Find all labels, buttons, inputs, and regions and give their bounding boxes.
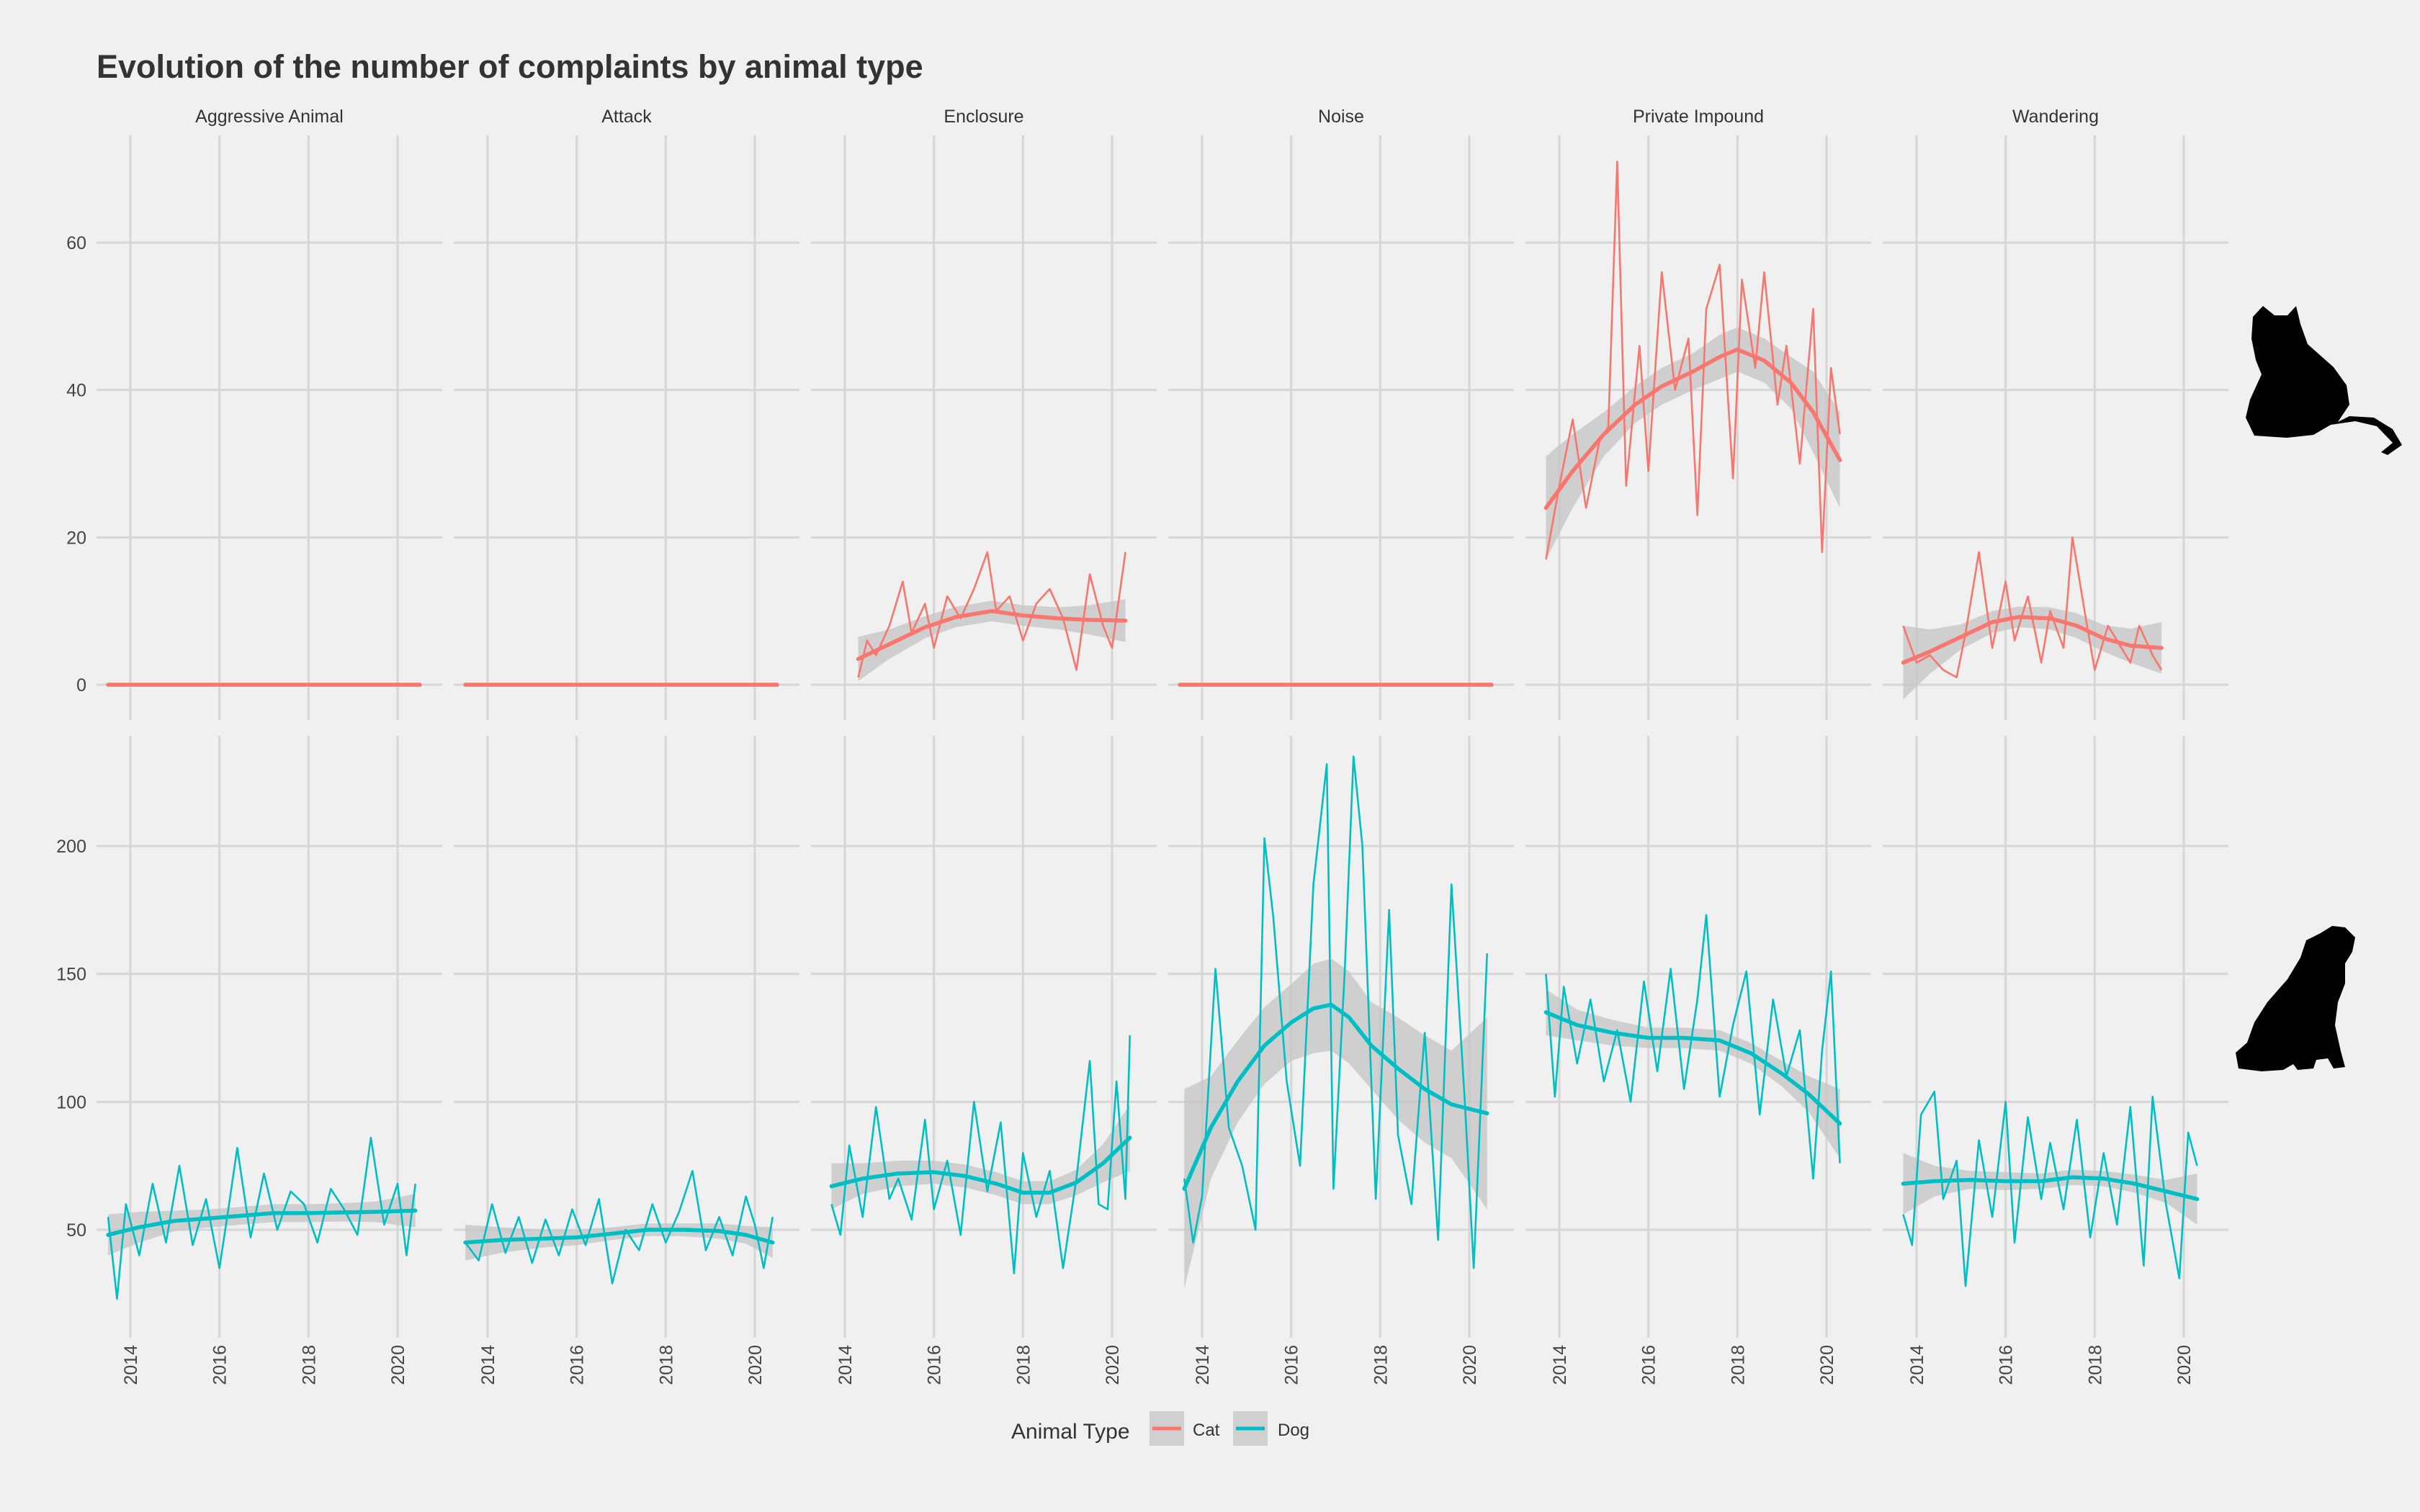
x-tick-label: 2018 <box>299 1345 319 1385</box>
x-tick-label: 2018 <box>1371 1345 1391 1385</box>
x-tick-label: 2020 <box>1103 1345 1123 1385</box>
x-axes: 2014 2016 2018 2020 2014 2016 2018 2020 2014 2016… <box>121 1345 2195 1385</box>
series-cat-enclosure <box>856 551 1128 681</box>
series-dog-wandering <box>1901 1090 2200 1287</box>
series-dog-enclosure <box>829 1035 1132 1274</box>
legend: Animal Type Cat Dog <box>1011 1411 1309 1446</box>
y-axes: 0 20 40 60 50 100 150 200 <box>56 233 86 1241</box>
chart-title: Evolution of the number of complaints by… <box>97 48 923 85</box>
series-dog-noise <box>1182 755 1489 1289</box>
x-tick-label: 2016 <box>925 1345 945 1385</box>
x-tick-label: 2020 <box>2174 1345 2195 1385</box>
data-line <box>1902 1090 2198 1287</box>
x-tick-label: 2020 <box>388 1345 408 1385</box>
trend-line <box>463 1228 775 1245</box>
x-tick-label: 2016 <box>1282 1345 1302 1385</box>
data-line <box>107 1136 417 1300</box>
x-tick-label: 2018 <box>1728 1345 1748 1385</box>
trend-line <box>1901 615 2164 665</box>
trend-line <box>856 608 1128 661</box>
x-tick-label: 2018 <box>2085 1345 2105 1385</box>
panel-cat-aggressive-animal <box>97 135 442 720</box>
y-tick-label: 0 <box>76 675 86 696</box>
legend-label-dog: Dog <box>1278 1421 1309 1440</box>
panel-cat-wandering <box>1883 135 2228 720</box>
facet-strip-labels: Aggressive Animal Attack Enclosure Noise Pri… <box>195 107 2099 127</box>
y-tick-label: 200 <box>56 837 86 857</box>
panel-cat-noise <box>1168 135 1514 720</box>
data-line <box>1183 755 1489 1269</box>
trend-line <box>1182 1002 1489 1191</box>
y-tick-label: 50 <box>66 1220 86 1241</box>
panel-dog-enclosure <box>811 736 1157 1338</box>
y-tick-label: 40 <box>66 381 86 401</box>
confidence-band <box>1546 989 1840 1158</box>
panel-dog-private-impound <box>1525 736 1871 1338</box>
x-tick-label: 2018 <box>1013 1345 1034 1385</box>
trend-line <box>829 1135 1132 1195</box>
panel-cat-attack <box>454 135 799 720</box>
series-dog-aggressive-animal <box>106 1136 418 1300</box>
facet-label-wandering: Wandering <box>2012 107 2099 127</box>
facet-panels <box>97 135 2228 1338</box>
y-tick-label: 60 <box>66 233 86 253</box>
confidence-band <box>108 1194 416 1256</box>
x-tick-label: 2014 <box>121 1345 141 1385</box>
panel-dog-wandering <box>1883 736 2228 1338</box>
trend-line <box>106 1208 418 1237</box>
dog-silhouette-icon <box>2236 926 2355 1071</box>
y-tick-label: 20 <box>66 528 86 548</box>
x-tick-label: 2020 <box>1817 1345 1837 1385</box>
legend-title: Animal Type <box>1011 1420 1130 1444</box>
y-tick-label: 150 <box>56 965 86 985</box>
confidence-band <box>1546 327 1840 560</box>
x-tick-label: 2014 <box>478 1345 498 1385</box>
legend-label-cat: Cat <box>1193 1421 1220 1440</box>
x-tick-label: 2018 <box>656 1345 676 1385</box>
panel-dog-aggressive-animal <box>97 736 442 1338</box>
series-dog-attack <box>463 1169 775 1284</box>
data-line <box>1545 914 1841 1180</box>
x-tick-label: 2016 <box>210 1345 230 1385</box>
x-tick-label: 2020 <box>1460 1345 1480 1385</box>
x-tick-label: 2016 <box>568 1345 588 1385</box>
panel-cat-enclosure <box>811 135 1157 720</box>
x-tick-label: 2016 <box>1639 1345 1659 1385</box>
series-cat-private-impound <box>1543 161 1842 560</box>
data-line <box>857 551 1126 678</box>
x-tick-label: 2020 <box>745 1345 766 1385</box>
x-tick-label: 2014 <box>835 1345 856 1385</box>
x-tick-label: 2014 <box>1193 1345 1213 1385</box>
cat-silhouette-icon <box>2246 306 2402 455</box>
confidence-band <box>1903 606 2162 700</box>
trend-line <box>1543 1010 1842 1126</box>
x-tick-label: 2014 <box>1907 1345 1927 1385</box>
data-line <box>1902 536 2163 679</box>
trend-line <box>1901 1175 2200 1202</box>
data-line <box>465 1169 774 1284</box>
x-tick-label: 2014 <box>1550 1345 1570 1385</box>
x-tick-label: 2016 <box>1996 1345 2017 1385</box>
y-tick-label: 100 <box>56 1092 86 1112</box>
series-dog-private-impound <box>1543 914 1842 1180</box>
data-line <box>830 1035 1131 1274</box>
facet-label-enclosure: Enclosure <box>944 107 1023 127</box>
facet-label-noise: Noise <box>1318 107 1364 127</box>
facet-label-attack: Attack <box>601 107 652 127</box>
series-cat-wandering <box>1901 536 2164 700</box>
facet-label-aggressive-animal: Aggressive Animal <box>195 107 344 127</box>
trend-line <box>1543 347 1842 510</box>
facet-label-private-impound: Private Impound <box>1633 107 1764 127</box>
confidence-band <box>831 1104 1130 1210</box>
confidence-band <box>1903 1153 2197 1225</box>
